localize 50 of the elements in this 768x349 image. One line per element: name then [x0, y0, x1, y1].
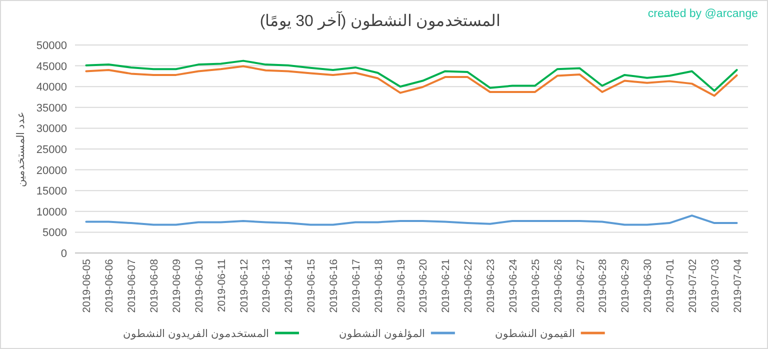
x-tick-label: 2019-06-26	[552, 258, 564, 313]
y-tick-label: 30000	[36, 123, 67, 136]
text: created by @arcange	[648, 8, 758, 20]
x-tick-label: 2019-06-30	[642, 258, 654, 313]
x-tick-label: 2019-06-12	[238, 258, 250, 313]
y-tick-label: 20000	[36, 164, 67, 177]
x-tick-label: 2019-06-07	[126, 258, 138, 313]
x-tick-label: 2019-06-21	[440, 258, 452, 313]
y-tick-label: 40000	[36, 82, 67, 94]
y-tick-label: 45000	[36, 60, 67, 73]
line-series	[85, 65, 738, 97]
x-tick-label: 2019-06-27	[574, 258, 587, 313]
y-axis-title: عدد المستخدمين	[15, 111, 27, 187]
y-tick-label: 10000	[36, 206, 67, 218]
x-tick-label: 2019-06-20	[418, 258, 430, 313]
x-tick-label: 2019-06-15	[306, 258, 318, 313]
x-tick-label: 2019-06-24	[507, 258, 520, 313]
x-tick-label: 2019-07-04	[732, 258, 744, 313]
x-tick-label: 2019-06-28	[597, 258, 610, 313]
legend-label: المستخدمون الفريدون النشطون	[123, 328, 269, 340]
x-tick-label: 2019-06-14	[283, 258, 296, 313]
x-tick-label: 2019-06-23	[485, 258, 498, 313]
line-series	[85, 214, 738, 226]
x-tick-label: 2019-06-10	[193, 258, 206, 313]
x-tick-label: 2019-06-06	[104, 258, 116, 313]
y-tick-label: 5000	[42, 227, 67, 240]
x-tick-label: 2019-06-22	[462, 258, 475, 313]
legend-label: المؤلفون النشطون	[339, 328, 425, 340]
x-tick-label: 2019-06-13	[260, 258, 273, 313]
x-tick-label: 2019-06-09	[170, 258, 183, 313]
x-tick-label: 2019-06-16	[328, 258, 340, 313]
x-tick-label: 2019-06-25	[530, 258, 542, 313]
chart-title: المستخدمون النشطون (آخر 30 يومًا)	[260, 10, 500, 30]
x-tick-label: 2019-07-03	[709, 258, 722, 313]
x-tick-label: 2019-06-11	[216, 258, 228, 312]
x-tick-label: 2019-07-01	[664, 258, 676, 313]
y-tick-label: 25000	[36, 144, 67, 156]
x-tick-label: 2019-06-05	[81, 258, 94, 313]
x-tick-label: 2019-06-18	[372, 258, 385, 313]
x-tick-label: 2019-06-08	[148, 258, 161, 313]
line-series	[85, 60, 738, 92]
y-tick-label: 50000	[36, 40, 67, 52]
x-tick-label: 2019-07-02	[686, 258, 699, 313]
x-tick-label: 2019-06-29	[620, 258, 632, 313]
legend-label: القيمون النشطون	[494, 328, 575, 340]
y-tick-label: 0	[60, 248, 67, 260]
x-tick-label: 2019-06-19	[395, 258, 408, 313]
y-tick-label: 35000	[36, 102, 67, 114]
y-tick-label: 15000	[36, 186, 67, 198]
x-tick-label: 2019-06-17	[350, 258, 362, 313]
